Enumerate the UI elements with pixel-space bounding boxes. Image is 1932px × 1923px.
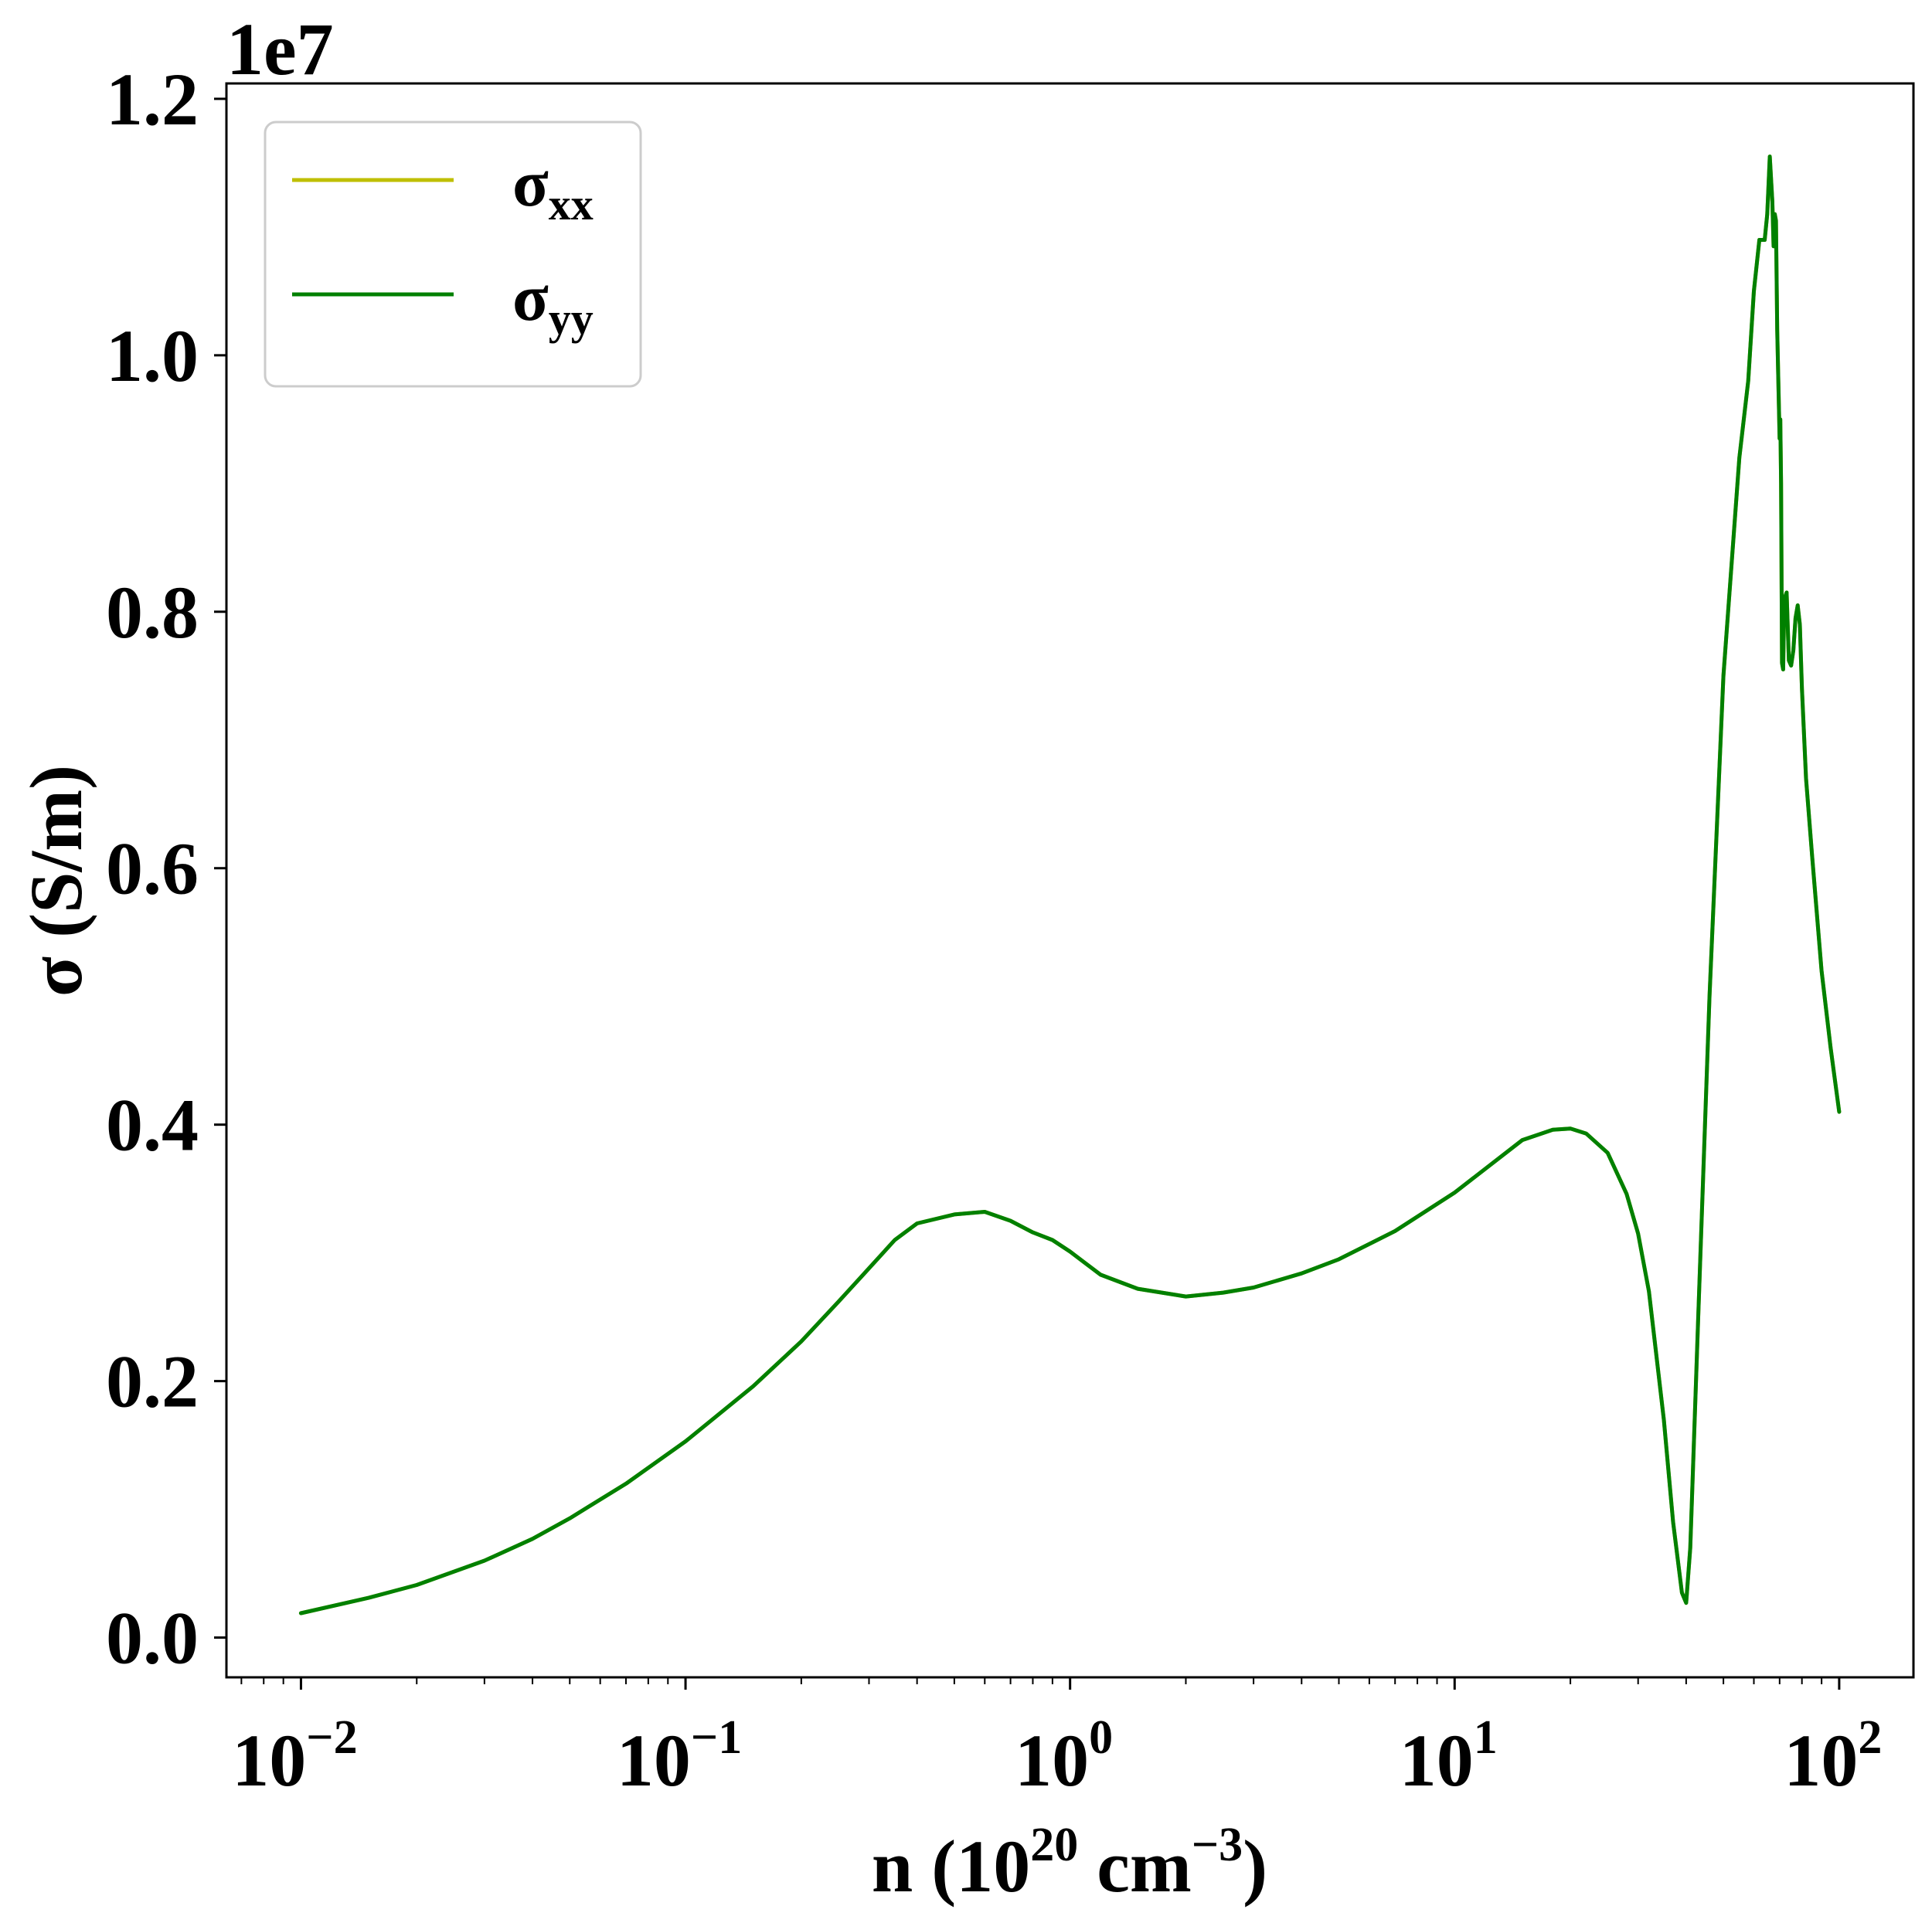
y-tick-label: 0.6 [106, 827, 199, 910]
series-line-sigma-yy [298, 155, 1842, 1616]
y-offset-label: 1e7 [226, 8, 334, 90]
x-axis-label: n (1020 cm−3) [872, 1819, 1267, 1908]
y-tick-label: 0.4 [106, 1084, 199, 1167]
y-tick-label: 1.0 [106, 314, 199, 397]
legend: σxx σyy [264, 121, 642, 388]
y-tick-label: 0.0 [106, 1597, 199, 1680]
y-tick-label: 1.2 [106, 58, 199, 141]
legend-label-sigma-xx: σxx [512, 146, 594, 229]
series-group [298, 155, 1842, 1616]
x-tick-label: 10−1 [617, 1711, 742, 1802]
y-axis-label: σ (S/m) [15, 765, 97, 997]
x-tick-label: 10−2 [232, 1711, 357, 1802]
y-tick-label: 0.8 [106, 571, 199, 654]
x-tick-label: 101 [1400, 1711, 1498, 1802]
plot-frame [225, 82, 1915, 1679]
axis-ticks: 0.0 0.2 0.4 0.6 0.8 1.0 1.2 10−2 10−1 100 101 102 [106, 58, 1882, 1802]
legend-label-sigma-yy: σyy [512, 260, 594, 344]
legend-box [264, 121, 642, 388]
x-tick-label: 100 [1015, 1711, 1113, 1802]
x-tick-label: 102 [1784, 1711, 1882, 1802]
y-tick-label: 0.2 [106, 1340, 199, 1423]
